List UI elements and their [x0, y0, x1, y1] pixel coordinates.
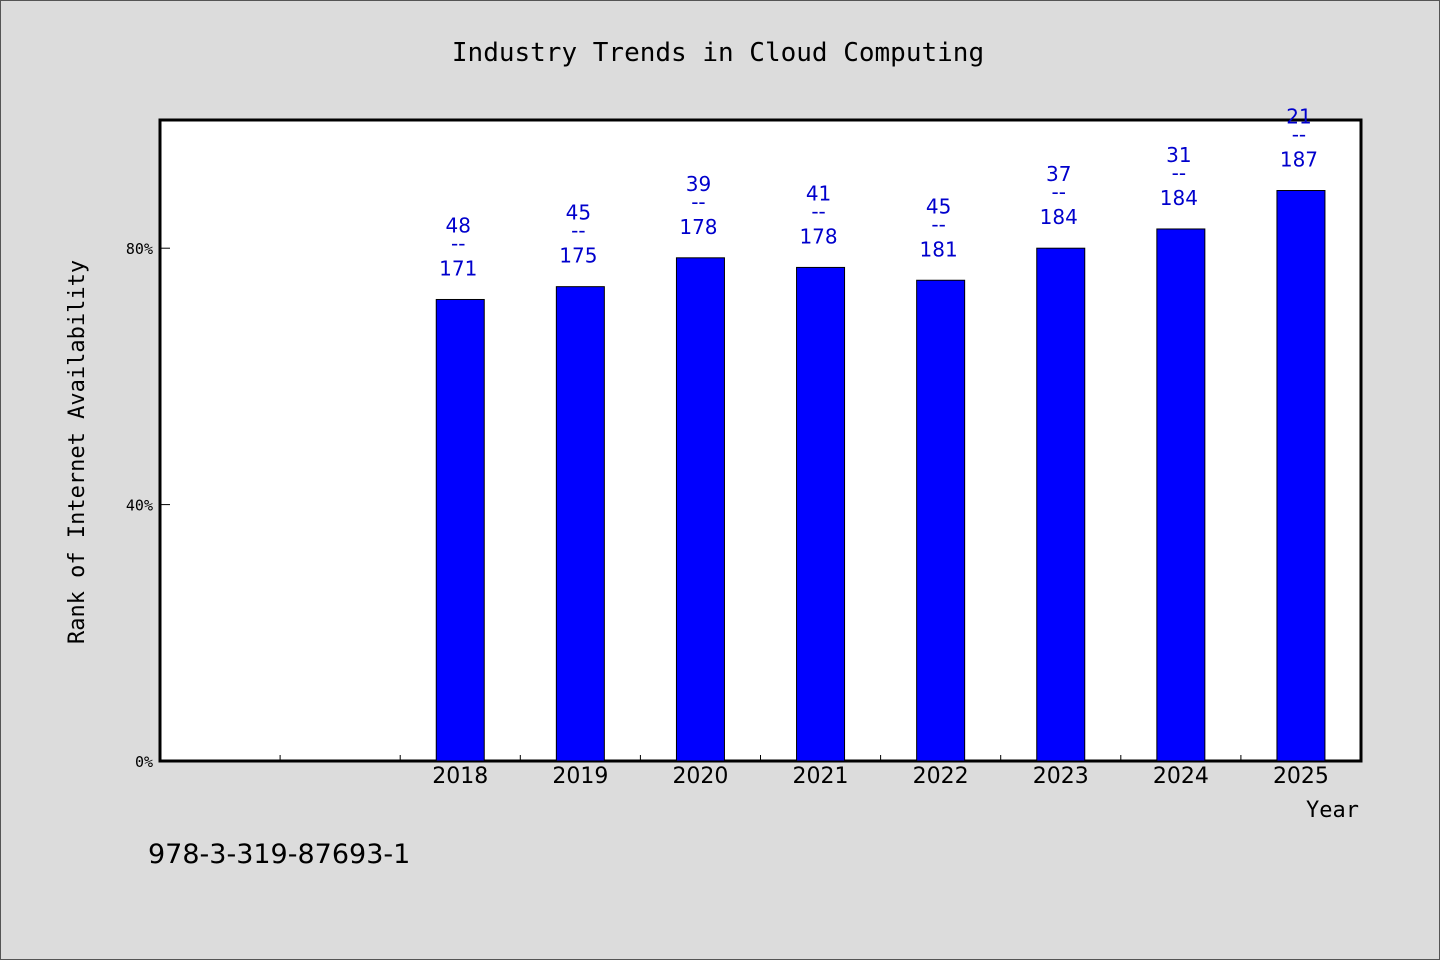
bar-2024	[1156, 228, 1206, 762]
data-label-bottom-2020: 178	[679, 215, 717, 239]
x-tick-label-2019: 2019	[552, 764, 608, 789]
data-label-bottom-2023: 184	[1040, 205, 1078, 229]
bar-2020	[675, 257, 725, 762]
data-label-bottom-2024: 184	[1160, 186, 1198, 210]
x-tick-label-2023: 2023	[1033, 764, 1089, 789]
x-tick-label-2024: 2024	[1153, 764, 1209, 789]
data-label-top-2021: 41	[806, 181, 831, 205]
x-axis-label: Year	[1306, 798, 1359, 823]
data-label-top-2025: 21	[1286, 105, 1311, 129]
data-label-separator-2019: --	[571, 219, 585, 243]
x-tick-label-2025: 2025	[1273, 764, 1329, 789]
data-label-separator-2022: --	[931, 212, 945, 236]
data-label-top-2023: 37	[1046, 162, 1071, 186]
bar-2023	[1036, 247, 1086, 762]
isbn-text: 978-3-319-87693-1	[148, 839, 410, 870]
data-label-separator-2021: --	[811, 199, 825, 223]
data-label-separator-2025: --	[1292, 123, 1306, 147]
x-tick-label-2020: 2020	[672, 764, 728, 789]
y-tick-label: 80%	[126, 240, 153, 258]
data-label-separator-2020: --	[691, 190, 705, 214]
bar-2025	[1276, 190, 1326, 762]
data-label-separator-2024: --	[1172, 161, 1186, 185]
x-tick-label-2022: 2022	[913, 764, 969, 789]
chart-title: Industry Trends in Cloud Computing	[452, 38, 984, 68]
y-tick-label: 40%	[126, 497, 153, 515]
data-label-top-2019: 45	[566, 201, 591, 225]
data-label-top-2024: 31	[1166, 143, 1191, 167]
data-label-separator-2018: --	[451, 231, 465, 255]
data-label-separator-2023: --	[1052, 180, 1066, 204]
data-label-bottom-2019: 175	[559, 244, 597, 268]
x-tick-label-2018: 2018	[432, 764, 488, 789]
y-axis: 0% 40% 80%	[126, 240, 170, 771]
data-labels: 48--17145--17539--17841--17845--18137--1…	[439, 105, 1318, 281]
data-label-bottom-2022: 181	[920, 237, 958, 261]
data-label-bottom-2021: 178	[799, 224, 837, 248]
data-label-top-2018: 48	[446, 213, 471, 237]
data-label-top-2020: 39	[686, 172, 711, 196]
bar-2021	[796, 266, 846, 762]
x-axis: 2018 2019 2020 2021 2022 2023 2024 2025	[279, 755, 1329, 789]
bar-2019	[555, 286, 605, 762]
bar-2018	[435, 298, 485, 762]
data-label-bottom-2018: 171	[439, 256, 477, 280]
bar-series	[435, 190, 1326, 762]
data-label-top-2022: 45	[926, 194, 951, 218]
y-tick-label: 0%	[135, 753, 153, 771]
data-label-bottom-2025: 187	[1280, 148, 1318, 172]
x-tick-label-2021: 2021	[793, 764, 849, 789]
y-axis-label: Rank of Internet Availability	[65, 260, 90, 644]
bar-2022	[916, 279, 966, 762]
